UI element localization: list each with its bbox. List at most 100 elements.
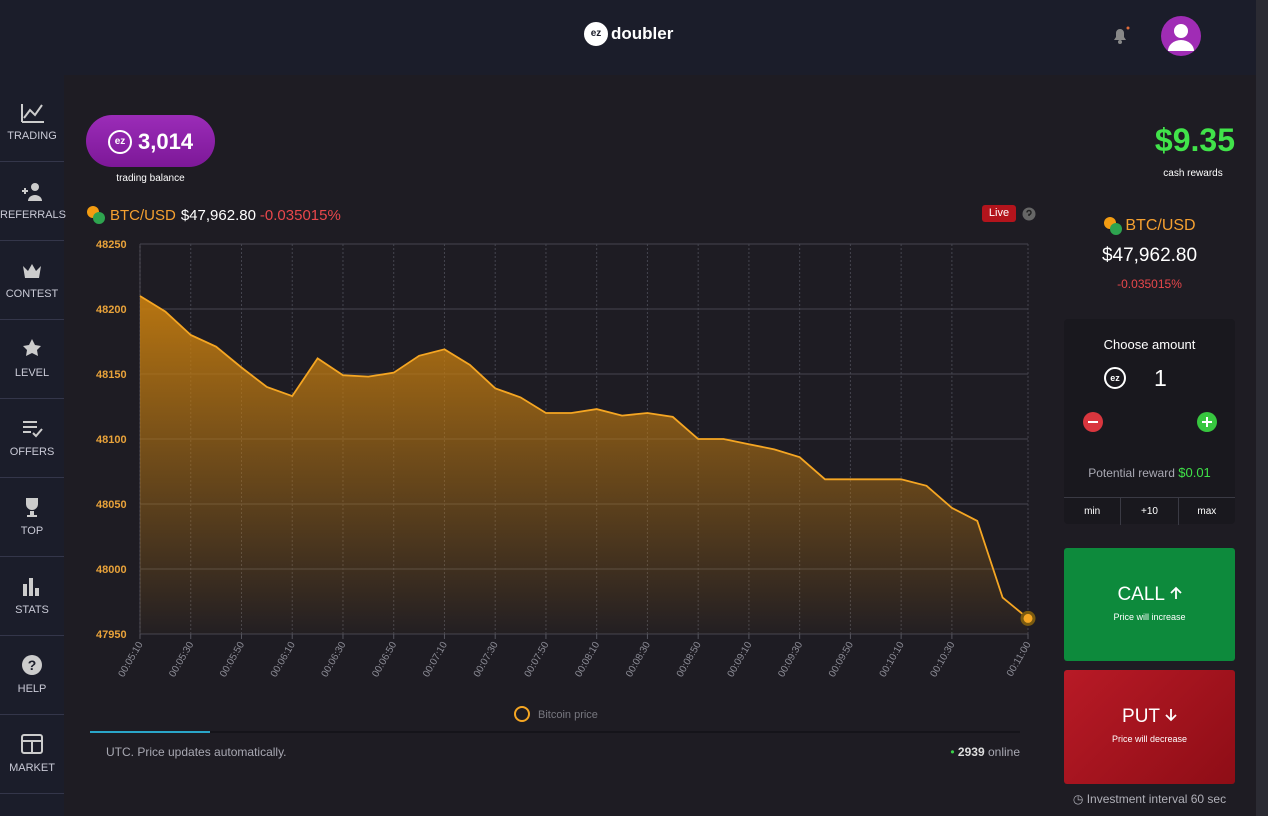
nav-icon (21, 104, 44, 123)
x-tick-label: 00:06:30 (320, 640, 349, 680)
logo-badge: ez (584, 22, 608, 46)
logo-text: doubler (611, 24, 674, 43)
chart: 47950 48000 48050 48100 48150 48200 48250 00:05… (96, 239, 1036, 722)
x-tick-label: 00:08:30 (624, 640, 653, 680)
cash-amount: $9.35 (1154, 122, 1235, 158)
nav-item[interactable]: TRADING (0, 82, 64, 162)
presets: min +10 max (1064, 497, 1235, 525)
nav-icon (22, 183, 42, 201)
side-pair: BTC/USD (1125, 217, 1196, 234)
online-label: online (987, 745, 1020, 759)
ticker: BTC/USD $47,962.80 -0.035015% (86, 205, 341, 225)
x-tick-label: 00:05:30 (167, 640, 196, 680)
cash-label: cash rewards (1163, 168, 1223, 179)
last-point (1020, 610, 1036, 626)
nav-icon (26, 498, 38, 517)
svg-text:?: ? (28, 657, 37, 673)
y-tick-label: 48150 (96, 369, 127, 381)
side-price: $47,962.80 (1101, 245, 1198, 266)
online: • 2939 online (950, 745, 1020, 759)
balance-badge: ez (108, 130, 132, 154)
put-label: PUT (1122, 706, 1160, 727)
ticker-change: -0.035015% (259, 206, 341, 224)
call-button[interactable]: CALL Price will increase (1064, 548, 1235, 661)
x-tick-label: 00:05:10 (117, 640, 146, 680)
preset-button[interactable]: min (1084, 506, 1101, 517)
nav-item[interactable]: LEVEL (0, 319, 64, 399)
area-fill (140, 296, 1028, 634)
x-tick-label: 00:06:10 (269, 640, 298, 680)
x-tick-label: 00:08:10 (573, 640, 602, 680)
y-tick-label: 47950 (96, 629, 127, 641)
nav-icon (23, 339, 41, 356)
nav-item[interactable]: CONTEST (0, 240, 64, 320)
x-tick-label: 00:11:00 (1005, 640, 1034, 679)
header: ez doubler (0, 0, 1256, 75)
balance-amount: 3,014 (138, 129, 194, 154)
balance-label: trading balance (116, 173, 185, 184)
put-button[interactable]: PUT Price will decrease (1064, 670, 1235, 784)
amount-value[interactable]: 1 (1154, 365, 1167, 391)
put-hint: Price will decrease (1111, 734, 1188, 744)
y-tick-label: 48000 (96, 564, 127, 576)
nav-item[interactable]: REFERRALS (0, 161, 67, 241)
y-tick-label: 48200 (96, 304, 127, 316)
x-tick-label: 00:07:30 (472, 640, 501, 680)
minus-button[interactable] (1083, 412, 1103, 432)
price-line (139, 295, 1029, 620)
nav-label: TRADING (7, 130, 57, 142)
arrow-up (1169, 586, 1182, 599)
nav-item[interactable]: STATS (0, 556, 64, 636)
nav-icon (23, 578, 39, 596)
nav-label: CONTEST (5, 288, 59, 300)
avatar[interactable] (1160, 15, 1202, 57)
x-tick-label: 00:06:50 (370, 640, 399, 680)
nav-item[interactable]: MARKET (0, 714, 64, 794)
x-tick-label: 00:08:50 (675, 640, 704, 680)
nav-icon (23, 421, 43, 438)
nav-item[interactable]: ? HELP (0, 635, 64, 715)
ticker-price: $47,962.80 (180, 206, 256, 224)
x-tick-label: 00:10:10 (878, 640, 907, 680)
interval-text: Investment interval 60 sec (1086, 792, 1227, 806)
side-change: -0.035015% (1117, 277, 1182, 291)
x-tick-label: 00:09:10 (726, 640, 755, 680)
amount-box: Choose amount ez 1 Potential reward $0.0… (1064, 319, 1235, 525)
call-label: CALL (1117, 584, 1165, 605)
help-icon[interactable] (1022, 207, 1036, 221)
nav-item[interactable]: TOP (0, 477, 64, 557)
y-tick-label: 48250 (96, 239, 127, 251)
nav-label: TOP (20, 525, 44, 537)
nav-icon (21, 734, 43, 754)
y-tick-label: 48050 (96, 499, 127, 511)
x-tick-label: 00:07:10 (421, 640, 450, 680)
bell-icon[interactable] (1110, 25, 1130, 45)
choose-label: Choose amount (1103, 337, 1196, 352)
preset-button[interactable]: max (1197, 506, 1217, 517)
x-tick-label: 00:09:30 (776, 640, 805, 680)
reward-value: $0.01 (1178, 465, 1211, 480)
preset-button[interactable]: +10 (1120, 498, 1179, 525)
x-tick-label: 00:05:50 (218, 640, 247, 680)
amount-badge: ez (1104, 367, 1126, 389)
btc-icon (87, 206, 105, 224)
legend-label: Bitcoin price (538, 709, 598, 721)
nav-item[interactable]: OFFERS (0, 398, 64, 478)
x-tick-label: 00:07:50 (523, 640, 552, 680)
ticker-pair: BTC/USD (110, 206, 176, 224)
x-tick-label: 00:10:30 (928, 640, 957, 680)
reward: Potential reward $0.01 (1064, 465, 1235, 480)
online-count: 2939 (957, 745, 985, 759)
logo[interactable]: ez doubler (584, 22, 673, 46)
balance-pill[interactable]: ez 3,014 (86, 115, 215, 167)
nav-label: REFERRALS (0, 209, 67, 221)
scrollbar[interactable] (1256, 0, 1268, 816)
plus-button[interactable] (1197, 412, 1217, 432)
arrow-down (1165, 709, 1177, 722)
interval: ◷ Investment interval 60 sec (1072, 792, 1227, 806)
progress-track (90, 731, 1020, 733)
live-badge: Live (982, 205, 1016, 222)
footer-note: UTC. Price updates automatically. (106, 745, 287, 759)
x-tick-label: 00:09:50 (827, 640, 856, 680)
reward-label: Potential reward (1088, 466, 1175, 480)
